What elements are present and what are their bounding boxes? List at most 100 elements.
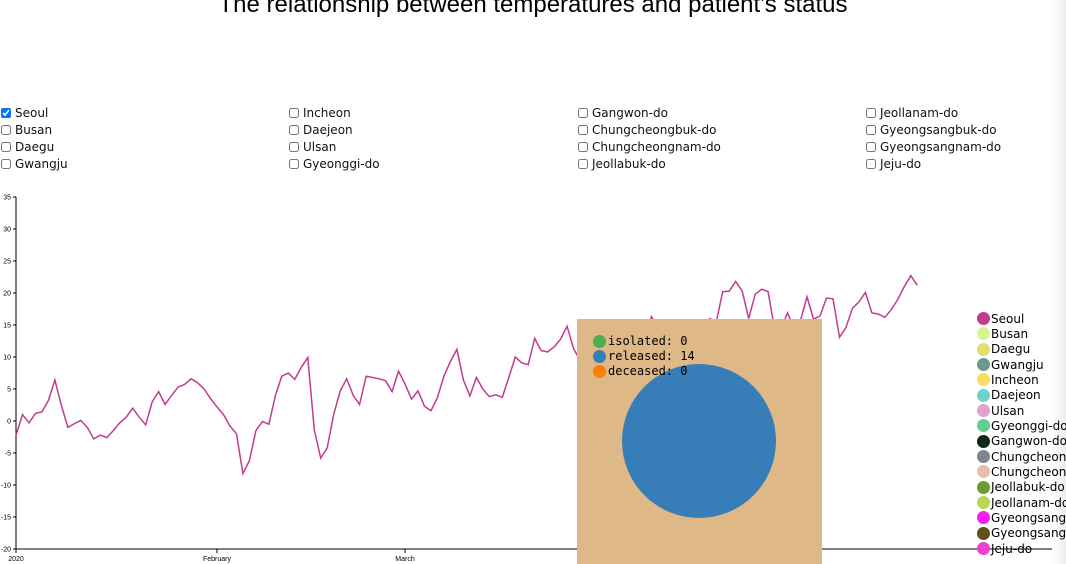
legend-swatch <box>977 373 990 387</box>
legend-label: Jeollanam-do <box>991 495 1066 510</box>
released-swatch <box>593 349 606 363</box>
y-tick-label: 30 <box>3 227 11 234</box>
legend-item: Jeollanam-do <box>977 495 1066 510</box>
legend-swatch <box>977 358 990 372</box>
legend-label: Chungcheongbuk-do <box>991 449 1066 464</box>
y-tick-label: -20 <box>1 547 11 554</box>
checkbox-label: Seoul <box>15 105 49 120</box>
checkbox-label: Jeollabuk-do <box>592 156 666 171</box>
tooltip-released-row: released: 14 <box>593 349 695 363</box>
legend-label: Gangwon-do <box>991 434 1066 449</box>
checkbox-label: Incheon <box>303 105 351 120</box>
y-tick-label: 10 <box>3 355 11 362</box>
legend-swatch <box>977 312 990 326</box>
legend-swatch <box>977 342 990 356</box>
legend-item: Jeju-do <box>977 541 1066 556</box>
checkbox-input[interactable] <box>866 124 876 135</box>
region-checkbox-gwangju[interactable]: Gwangju <box>0 155 68 172</box>
region-checkbox-chungcheongbuk-do[interactable]: Chungcheongbuk-do <box>577 121 716 138</box>
legend-item: Incheon <box>977 372 1066 387</box>
legend-item: Daejeon <box>977 388 1066 403</box>
checkbox-input[interactable] <box>578 141 588 152</box>
region-checkbox-gyeongsangnam-do[interactable]: Gyeongsangnam-do <box>865 138 1001 155</box>
legend-swatch <box>977 434 990 448</box>
tooltip-deceased-label: deceased: 0 <box>608 364 688 378</box>
legend-item: Gyeonggi-do <box>977 418 1066 433</box>
checkbox-input[interactable] <box>289 124 299 135</box>
legend-label: Gyeongsangnam-do <box>991 526 1066 541</box>
region-checkbox-ulsan[interactable]: Ulsan <box>288 138 336 155</box>
tooltip-released-label: released: 14 <box>608 349 695 363</box>
legend-item: Gyeongsangbuk-do <box>977 510 1066 525</box>
legend-swatch <box>977 480 990 494</box>
region-checkbox-gangwon-do[interactable]: Gangwon-do <box>577 104 668 121</box>
page-title: The relationship between temperatures an… <box>218 0 848 18</box>
checkbox-input[interactable] <box>289 158 299 169</box>
checkbox-label: Chungcheongnam-do <box>592 139 721 154</box>
legend-swatch <box>977 511 990 525</box>
region-checkbox-gyeonggi-do[interactable]: Gyeonggi-do <box>288 155 380 172</box>
legend-item: Gyeongsangnam-do <box>977 526 1066 541</box>
legend-swatch <box>977 327 990 341</box>
checkbox-input[interactable] <box>289 107 299 118</box>
legend-item: Seoul <box>977 311 1066 326</box>
region-checkbox-gyeongsangbuk-do[interactable]: Gyeongsangbuk-do <box>865 121 997 138</box>
checkbox-label: Busan <box>15 122 53 137</box>
legend-label: Gyeongsangbuk-do <box>991 510 1066 525</box>
checkbox-input[interactable] <box>1 158 11 169</box>
checkbox-input[interactable] <box>866 141 876 152</box>
legend-swatch <box>977 542 990 556</box>
checkbox-input[interactable] <box>578 124 588 135</box>
x-tick-label: March <box>395 556 415 563</box>
patient-status-pie <box>622 364 776 518</box>
region-checkbox-incheon[interactable]: Incheon <box>288 104 351 121</box>
y-tick-label: -15 <box>1 515 11 522</box>
region-checkbox-daegu[interactable]: Daegu <box>0 138 54 155</box>
y-tick-label: 15 <box>3 323 11 330</box>
region-checkbox-busan[interactable]: Busan <box>0 121 52 138</box>
y-tick-label: 20 <box>3 291 11 298</box>
legend-label: Daegu <box>991 342 1031 357</box>
checkbox-label: Gyeongsangnam-do <box>880 139 1002 154</box>
pie-slice-released <box>622 364 776 518</box>
region-checkbox-jeollanam-do[interactable]: Jeollanam-do <box>865 104 958 121</box>
region-checkbox-chungcheongnam-do[interactable]: Chungcheongnam-do <box>577 138 721 155</box>
region-legend: Seoul Busan Daegu Gwangju Incheon Daejeon Ulsa… <box>977 311 1066 556</box>
checkbox-input[interactable] <box>578 158 588 169</box>
legend-swatch <box>977 450 990 464</box>
checkbox-input[interactable] <box>866 107 876 118</box>
checkbox-label: Daejeon <box>303 122 353 137</box>
region-checkbox-grid: Seoul Busan Daegu Gwangju Incheon Daejeon Ulsa… <box>0 104 1066 174</box>
legend-swatch <box>977 419 990 433</box>
y-tick-label: 0 <box>7 419 11 426</box>
checkbox-input[interactable] <box>1 141 11 152</box>
legend-swatch <box>977 496 990 510</box>
checkbox-input[interactable] <box>866 158 876 169</box>
legend-label: Busan <box>991 326 1029 341</box>
legend-item: Gangwon-do <box>977 434 1066 449</box>
legend-label: Gwangju <box>991 357 1044 372</box>
checkbox-input[interactable] <box>1 107 11 118</box>
legend-label: Gyeonggi-do <box>991 418 1066 433</box>
checkbox-input[interactable] <box>289 141 299 152</box>
region-checkbox-daejeon[interactable]: Daejeon <box>288 121 353 138</box>
page-edge-shadow <box>1052 0 1066 564</box>
legend-label: Jeollabuk-do <box>991 480 1065 495</box>
checkbox-label: Jeollanam-do <box>880 105 959 120</box>
legend-label: Jeju-do <box>991 541 1033 556</box>
legend-item: Chungcheongnam-do <box>977 464 1066 479</box>
region-checkbox-jeju-do[interactable]: Jeju-do <box>865 155 921 172</box>
patient-status-tooltip: isolated: 0 released: 14 deceased: 0 <box>577 319 822 564</box>
series-line-seoul <box>15 274 918 476</box>
x-tick-label: 2020 <box>8 556 24 563</box>
x-tick-label: February <box>203 556 232 563</box>
legend-label: Ulsan <box>991 403 1025 418</box>
tooltip-isolated-label: isolated: 0 <box>608 334 688 348</box>
checkbox-label: Daegu <box>15 139 55 154</box>
checkbox-input[interactable] <box>578 107 588 118</box>
legend-swatch <box>977 388 990 402</box>
region-checkbox-jeollabuk-do[interactable]: Jeollabuk-do <box>577 155 666 172</box>
legend-label: Seoul <box>991 311 1025 326</box>
region-checkbox-seoul[interactable]: Seoul <box>0 104 48 121</box>
checkbox-input[interactable] <box>1 124 11 135</box>
